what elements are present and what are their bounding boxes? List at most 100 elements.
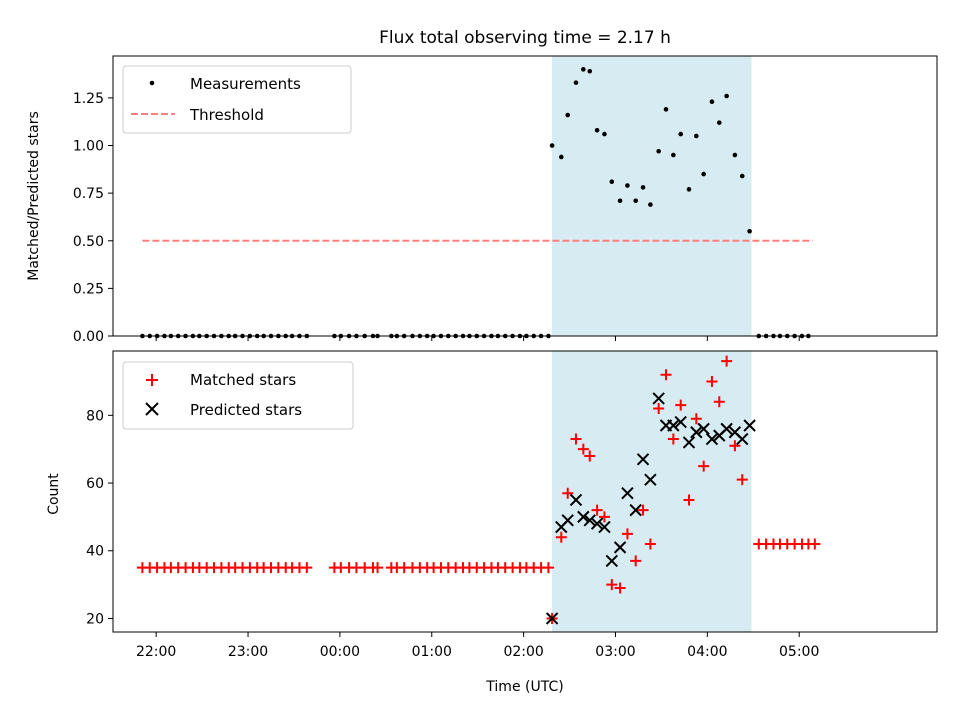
bottom-y-tick-label: 40: [86, 544, 104, 560]
predicted-star-point: [545, 612, 559, 625]
bottom-y-tick-label: 20: [86, 611, 104, 627]
top-ylabel: Matched/Predicted stars: [26, 111, 42, 281]
predicted-star-point: [583, 514, 596, 527]
legend-matched-label: Matched stars: [190, 371, 296, 389]
top-legend: Measurements Threshold: [122, 65, 352, 134]
matched-star-point: [683, 494, 695, 506]
measurement-point: [602, 131, 607, 137]
predicted-star-point: [652, 392, 665, 405]
measurement-point: [656, 148, 661, 154]
top-plot-frame: [112, 55, 938, 337]
matched-star-point: [809, 538, 821, 550]
matched-star-point: [690, 413, 702, 425]
bottom-panel: 20 40 60 80 22:00 23:00 00:00 01:00 02:00 03:00 0…: [46, 350, 938, 695]
predicted-star-point: [569, 493, 583, 507]
chart-title: Flux total observing time = 2.17 h: [379, 28, 671, 48]
matched-star-point: [584, 450, 596, 462]
matched-star-point: [675, 399, 687, 411]
top-y-tick-label: 0.75: [73, 186, 104, 202]
matched-star-point: [667, 433, 679, 445]
predicted-star-point: [636, 453, 650, 466]
predicted-star-point: [736, 432, 749, 446]
matched-star-point: [301, 562, 313, 574]
measurement-point: [565, 112, 571, 118]
predicted-star-point: [690, 426, 703, 439]
matched-star-point: [653, 403, 665, 415]
measurement-point: [686, 187, 692, 192]
matched-star-point: [698, 460, 710, 472]
measurement-point: [724, 93, 729, 99]
matched-star-point: [555, 531, 567, 543]
matched-star-point: [721, 355, 733, 367]
bottom-plot-frame: [112, 350, 938, 633]
matched-star-point: [542, 562, 554, 574]
measurement-point: [648, 202, 653, 207]
matched-star-point: [591, 504, 603, 516]
x-tick-label: 03:00: [595, 644, 635, 660]
matched-star-point: [562, 487, 574, 499]
matched-star-point: [577, 443, 589, 455]
matched-star-point: [570, 433, 582, 445]
matched-star-point: [614, 582, 626, 594]
predicted-star-point: [577, 510, 590, 524]
measurement-point: [617, 198, 623, 204]
legend-matched-marker: [146, 374, 158, 386]
matched-star-point: [630, 555, 642, 567]
x-tick-label: 01:00: [412, 644, 452, 660]
matched-star-point: [660, 369, 672, 381]
bottom-ylabel: Count: [46, 473, 62, 515]
matched-star-point: [606, 579, 618, 591]
measurement-point: [633, 198, 638, 204]
measurement-point: [716, 120, 722, 125]
predicted-star-point: [644, 473, 657, 486]
measurement-point: [694, 133, 699, 139]
measurement-point: [671, 152, 676, 158]
measurement-point: [625, 183, 630, 188]
predicted-star-point: [590, 517, 604, 530]
measurement-point: [747, 228, 752, 234]
top-y-tick-label: 0.50: [73, 234, 104, 250]
x-tick-label: 05:00: [779, 644, 819, 660]
matched-star-point: [621, 528, 633, 540]
bottom-y-tick-label: 80: [86, 408, 104, 424]
measurement-point: [558, 154, 564, 160]
x-tick-label: 00:00: [320, 644, 360, 660]
top-y-tick-label: 0.00: [73, 329, 104, 345]
matched-star-point: [706, 375, 718, 387]
measurement-point: [663, 107, 669, 112]
predicted-star-point: [629, 503, 642, 517]
x-axis-label: Time (UTC): [485, 679, 563, 695]
predicted-star-point: [674, 415, 687, 429]
top-y-tick-label: 1.25: [73, 91, 104, 107]
measurement-point: [678, 131, 684, 137]
top-panel: 0.00 0.25 0.50 0.75 1.00 1.25 Matched/Predict…: [26, 55, 938, 345]
top-y-tick-label: 0.25: [73, 281, 104, 297]
measurement-point: [549, 143, 555, 148]
matched-star-point: [736, 474, 748, 486]
x-tick-label: 22:00: [136, 644, 176, 660]
matched-star-point: [713, 396, 725, 408]
matched-star-point: [644, 538, 656, 550]
predicted-star-point: [682, 436, 696, 449]
x-tick-label: 02:00: [503, 644, 543, 660]
predicted-star-point: [613, 541, 627, 554]
predicted-star-point: [720, 422, 733, 436]
measurement-point: [701, 171, 706, 177]
matched-star-point: [729, 440, 741, 452]
x-tick-label: 04:00: [687, 644, 727, 660]
matched-star-point: [637, 504, 649, 516]
top-shaded-span: [552, 56, 752, 336]
measurement-point: [587, 68, 593, 74]
matched-star-point: [372, 562, 384, 574]
bottom-legend: Matched stars Predicted stars: [122, 361, 354, 430]
predicted-star-point: [621, 486, 634, 500]
measurement-point: [573, 80, 579, 85]
measurement-point: [594, 127, 600, 133]
predicted-star-point: [605, 554, 619, 568]
measurement-point: [732, 152, 738, 158]
legend-measurements-label: Measurements: [190, 75, 301, 93]
predicted-star-point: [697, 422, 710, 436]
predicted-star-point: [598, 520, 611, 534]
predicted-star-point: [561, 514, 574, 527]
